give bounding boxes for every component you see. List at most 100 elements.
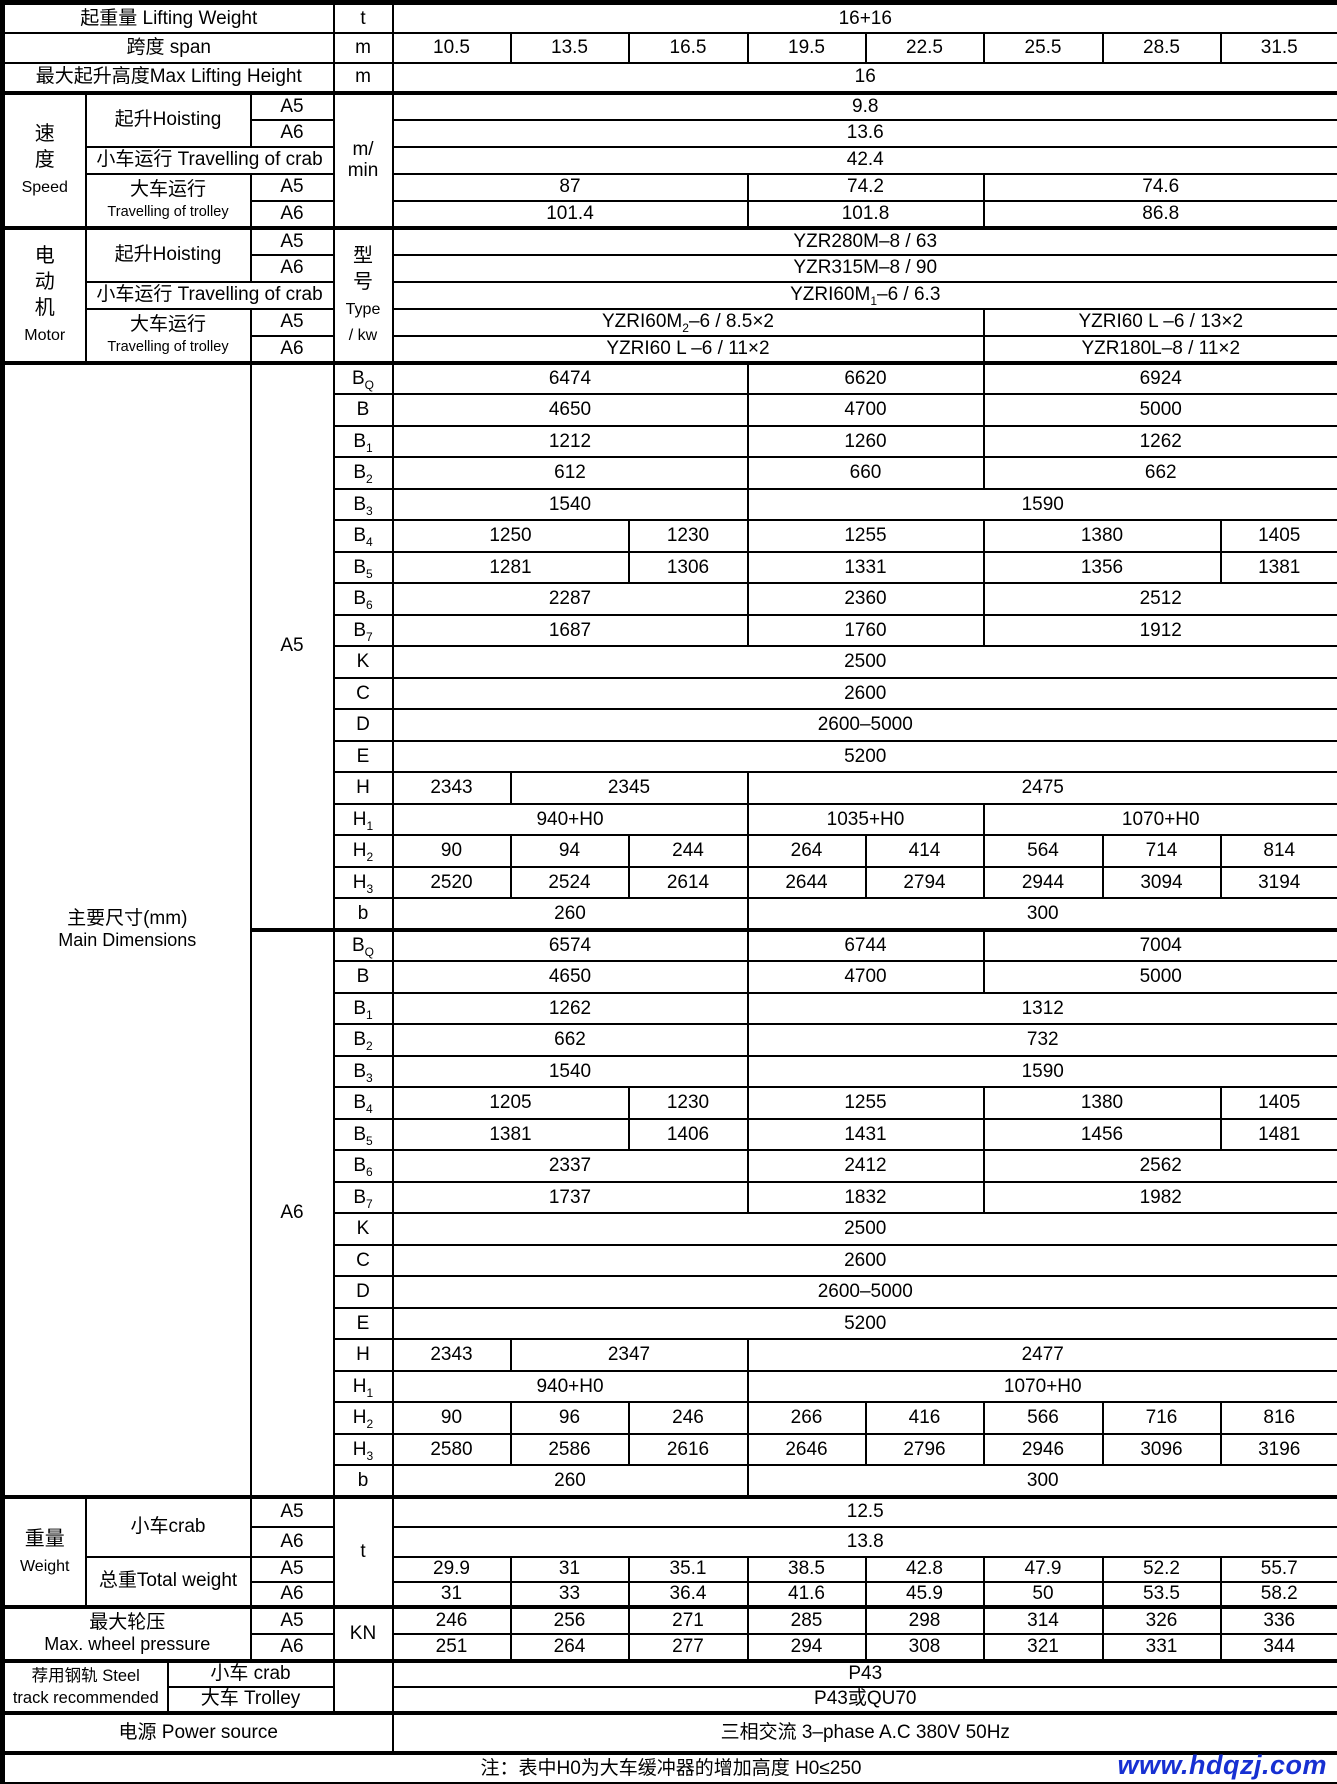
value-cell: 1381 xyxy=(1219,550,1337,584)
row-label: 大车 Trolley xyxy=(166,1685,335,1714)
value-cell: C xyxy=(332,676,394,710)
value-cell: 45.9 xyxy=(864,1580,985,1608)
table-row: E 5200 xyxy=(3,1306,1337,1340)
value-cell: 42.8 xyxy=(864,1555,985,1583)
value-cell: 1456 xyxy=(982,1117,1222,1151)
value-cell: 2412 xyxy=(746,1149,985,1183)
table-row: A6 13.8 xyxy=(3,1525,1337,1558)
value-cell: 2944 xyxy=(982,865,1104,899)
value-cell: 414 xyxy=(864,834,985,868)
value-cell: 33 xyxy=(509,1580,630,1608)
value-cell: K xyxy=(332,1212,394,1246)
value-cell: 1230 xyxy=(627,1086,749,1120)
value-cell: 2600 xyxy=(391,676,1337,710)
value-cell: 74.2 xyxy=(746,172,985,202)
table-row: 总重Total weight A5 29.9 31 35.1 38.5 42.8 47.9 52… xyxy=(3,1555,1337,1608)
value-cell: 2477 xyxy=(746,1338,1337,1372)
value-cell: 264 xyxy=(509,1632,630,1662)
table-row: 荐用钢轨 Steel track recommended 小车 crab P43 xyxy=(1,1658,1337,1714)
table-row: H1 940+H0 1070+H0 xyxy=(3,1369,1337,1403)
value-cell: 416 xyxy=(864,1401,985,1435)
value-cell: B4 xyxy=(332,519,394,553)
value-cell: 31 xyxy=(391,1580,512,1608)
value-cell: 2360 xyxy=(746,582,985,616)
value-cell: 266 xyxy=(746,1401,867,1435)
value-cell: 732 xyxy=(746,1023,1337,1057)
value-cell: 2796 xyxy=(864,1432,985,1466)
value-cell: A5 xyxy=(249,307,335,337)
value-cell: 5000 xyxy=(982,960,1337,994)
value-cell: 336 xyxy=(1219,1604,1337,1635)
table-row: 小车运行 Travelling of crab YZRI60M1–6 / 6.3 xyxy=(3,280,1337,310)
value-cell: A5 xyxy=(249,1604,335,1635)
value-cell: 1481 xyxy=(1219,1117,1337,1151)
value-cell: 2614 xyxy=(627,865,749,899)
value-cell: 4700 xyxy=(746,393,985,427)
value-cell: 2646 xyxy=(746,1432,867,1466)
value-cell: 1255 xyxy=(746,1086,985,1120)
table-row: b 260 300 xyxy=(3,897,1337,931)
value-cell: 36.4 xyxy=(627,1580,749,1608)
value-cell: 277 xyxy=(627,1632,749,1662)
value-cell: 1760 xyxy=(746,613,985,647)
value-cell: 716 xyxy=(1101,1401,1222,1435)
value-cell: P43或QU70 xyxy=(391,1685,1337,1714)
value-cell: E xyxy=(332,1306,394,1340)
value-cell: 31.5 xyxy=(1219,31,1337,64)
value-cell: H1 xyxy=(332,802,394,836)
table-row: A6 BQ 6574 6744 7004 xyxy=(3,927,1337,1498)
table-row: 注：表中H0为大车缓冲器的增加高度 H0≤250 xyxy=(1,1750,1337,1784)
value-cell: H2 xyxy=(332,1401,394,1435)
value-cell: A6 xyxy=(249,1632,335,1662)
value-cell: 6574 xyxy=(391,927,749,962)
row-label: 跨度 span xyxy=(1,31,335,64)
value-cell: 4650 xyxy=(391,960,749,994)
row-label: 电源 Power source xyxy=(1,1710,394,1754)
value-cell: 3194 xyxy=(1219,865,1337,899)
row-label: 小车运行 Travelling of crab xyxy=(84,280,335,310)
value-cell: 58.2 xyxy=(1219,1580,1337,1608)
value-cell: 55.7 xyxy=(1219,1555,1337,1583)
value-cell: K xyxy=(332,645,394,679)
value-cell: YZR280M–8 / 63 xyxy=(391,225,1337,256)
value-cell: 308 xyxy=(864,1632,985,1662)
value-cell: 285 xyxy=(746,1604,867,1635)
value-cell: 6744 xyxy=(746,927,985,962)
value-cell: 19.5 xyxy=(746,31,867,64)
table-row: H2 90 96 246 266 416 566 716 816 xyxy=(3,1401,1337,1435)
value-cell: 1381 xyxy=(391,1117,630,1151)
value-cell: H3 xyxy=(332,1432,394,1466)
table-row: 大车运行 Travelling of trolley A5 YZRI60M2–6 / … xyxy=(3,307,1337,364)
value-cell: A5 xyxy=(249,360,335,931)
value-cell: 53.5 xyxy=(1101,1580,1222,1608)
value-cell: A5 xyxy=(249,225,335,256)
value-cell: 1380 xyxy=(982,1086,1222,1120)
value-cell: 1281 xyxy=(391,550,630,584)
table-row: C 2600 xyxy=(3,1243,1337,1277)
value-cell: 1230 xyxy=(627,519,749,553)
table-row: K 2500 xyxy=(3,1212,1337,1246)
value-cell: 13.5 xyxy=(509,31,630,64)
table-row: A6 YZR315M–8 / 90 xyxy=(3,253,1337,283)
value-cell: 662 xyxy=(982,456,1337,490)
row-label: 大车运行 Travelling of trolley xyxy=(84,307,252,364)
value-cell: 16.5 xyxy=(627,31,749,64)
value-cell: 816 xyxy=(1219,1401,1337,1435)
value-cell: 2337 xyxy=(391,1149,749,1183)
value-cell: 3094 xyxy=(1101,865,1222,899)
value-cell: 1212 xyxy=(391,424,749,458)
value-cell: 6620 xyxy=(746,360,985,395)
value-cell: 13.8 xyxy=(391,1525,1337,1558)
value-cell: 1687 xyxy=(391,613,749,647)
value-cell: BQ xyxy=(332,927,394,962)
value-cell: 1982 xyxy=(982,1180,1337,1214)
value-cell: 662 xyxy=(391,1023,749,1057)
value-cell: 101.8 xyxy=(746,199,985,229)
value-cell: 2500 xyxy=(391,645,1337,679)
table-row: 速度 Speed 起升Hoisting A5 m/min 9.8 xyxy=(1,90,1337,229)
value-cell: 2946 xyxy=(982,1432,1104,1466)
value-cell: 1070+H0 xyxy=(746,1369,1337,1403)
value-cell: 52.2 xyxy=(1101,1555,1222,1583)
value-cell: 9.8 xyxy=(391,90,1337,121)
value-cell: 1070+H0 xyxy=(982,802,1337,836)
